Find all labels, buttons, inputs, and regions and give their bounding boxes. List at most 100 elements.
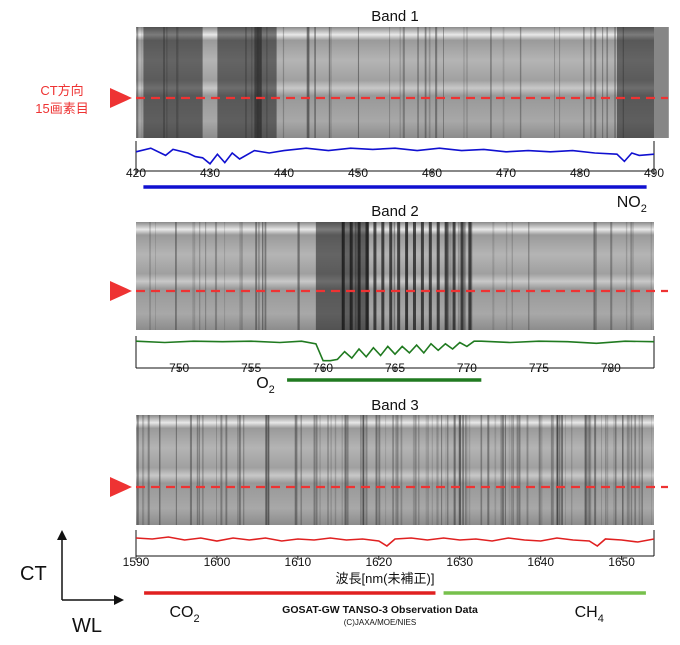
- absorption-line: [586, 415, 589, 525]
- absorption-line: [627, 415, 630, 525]
- strong-absorption-band: [254, 27, 277, 138]
- absorption-line: [417, 27, 419, 138]
- absorption-line: [397, 415, 399, 525]
- absorption-line: [392, 415, 394, 525]
- o2-band-line: [365, 222, 369, 330]
- absorption-line: [267, 415, 270, 525]
- absorption-line: [606, 415, 609, 525]
- x-tick-label: 490: [644, 166, 664, 180]
- absorption-line: [175, 415, 177, 525]
- absorption-line: [362, 415, 365, 525]
- absorption-line: [306, 27, 309, 138]
- absorption-line: [559, 27, 561, 138]
- absorption-line: [463, 222, 466, 330]
- absorption-line: [614, 415, 617, 525]
- absorption-line: [462, 415, 464, 525]
- o2-band-line: [373, 222, 377, 330]
- absorption-line: [470, 222, 473, 330]
- absorption-line: [199, 222, 201, 330]
- absorption-line: [357, 27, 360, 138]
- absorption-line: [558, 415, 561, 525]
- o2-band-line: [405, 222, 409, 330]
- absorption-line: [526, 415, 529, 525]
- band-2-spectrum-line: [135, 340, 655, 362]
- x-tick-label: 1590: [123, 555, 150, 569]
- absorption-line: [501, 415, 505, 525]
- absorption-line: [463, 27, 465, 138]
- x-tick-label: 780: [601, 361, 621, 375]
- o2-band-line: [420, 222, 424, 330]
- absorption-line: [399, 27, 401, 138]
- absorption-line: [264, 222, 267, 330]
- absorption-line: [435, 27, 438, 138]
- absorption-line: [238, 415, 240, 525]
- absorption-line: [334, 415, 337, 525]
- absorption-line: [431, 415, 433, 525]
- absorption-line: [445, 415, 447, 525]
- absorption-line: [360, 415, 361, 525]
- absorption-line: [389, 27, 391, 138]
- absorption-line: [538, 415, 541, 525]
- absorption-line: [412, 415, 415, 525]
- absorption-line: [556, 415, 559, 525]
- absorption-line: [428, 27, 431, 138]
- absorption-line: [594, 415, 597, 525]
- absorption-line: [638, 415, 641, 525]
- absorption-line: [594, 27, 597, 138]
- absorption-line: [511, 222, 513, 330]
- absorption-line: [136, 27, 139, 138]
- absorption-line: [297, 222, 300, 330]
- absorption-line: [149, 222, 151, 330]
- band-2-panel: Band 2 750 755 760 765 770 775 780 O2: [110, 203, 668, 396]
- absorption-line: [459, 415, 461, 525]
- absorption-line: [378, 415, 381, 525]
- absorption-line: [159, 415, 161, 525]
- absorption-line: [447, 222, 450, 330]
- pixel-marker-triangle: [110, 88, 132, 108]
- absorption-line: [418, 415, 420, 525]
- absorption-line: [590, 415, 592, 525]
- absorption-line: [238, 415, 240, 525]
- absorption-line: [345, 415, 347, 525]
- absorption-line: [427, 415, 429, 525]
- absorption-line: [239, 415, 241, 525]
- absorption-line: [237, 415, 238, 525]
- absorption-line: [462, 415, 464, 525]
- absorption-line: [492, 222, 495, 330]
- absorption-line: [239, 222, 241, 330]
- absorption-line: [632, 222, 634, 330]
- species-label: O2: [256, 375, 275, 396]
- absorption-line: [425, 415, 427, 525]
- pixel-marker-triangle: [110, 281, 132, 301]
- absorption-line: [395, 415, 398, 525]
- band-1-title: Band 1: [371, 8, 419, 25]
- wavelength-axis-label: 波長[nm(未補正)]: [336, 571, 435, 586]
- absorption-line: [453, 415, 456, 525]
- x-tick-label: 770: [457, 361, 477, 375]
- absorption-line: [313, 415, 316, 525]
- o2-band-line: [452, 222, 456, 330]
- absorption-line: [606, 27, 608, 138]
- wl-axis-arrowhead: [114, 595, 124, 605]
- o2-band-line: [397, 222, 401, 330]
- band-1-absorption-lines: [136, 27, 669, 138]
- absorption-line: [528, 222, 530, 330]
- absorption-line: [584, 415, 587, 525]
- absorption-line: [308, 27, 310, 138]
- absorption-line: [605, 415, 606, 525]
- absorption-line: [198, 415, 200, 525]
- band-1-spectrum-line: [135, 147, 655, 165]
- absorption-line: [393, 222, 396, 330]
- absorption-line: [593, 222, 596, 330]
- absorption-line: [453, 415, 455, 525]
- x-tick-label: 420: [126, 166, 146, 180]
- absorption-line: [315, 415, 318, 525]
- credit-title: GOSAT-GW TANSO-3 Observation Data: [282, 604, 478, 616]
- absorption-line: [300, 415, 302, 525]
- x-tick-label: 1650: [608, 555, 635, 569]
- absorption-line: [651, 415, 652, 525]
- band-3-panel: Band 3 1590 1600 1610 1620 1630 1640 1650 CO2 CH4: [110, 397, 668, 625]
- absorption-line: [365, 415, 368, 525]
- absorption-line: [556, 415, 559, 525]
- absorption-line: [300, 415, 303, 525]
